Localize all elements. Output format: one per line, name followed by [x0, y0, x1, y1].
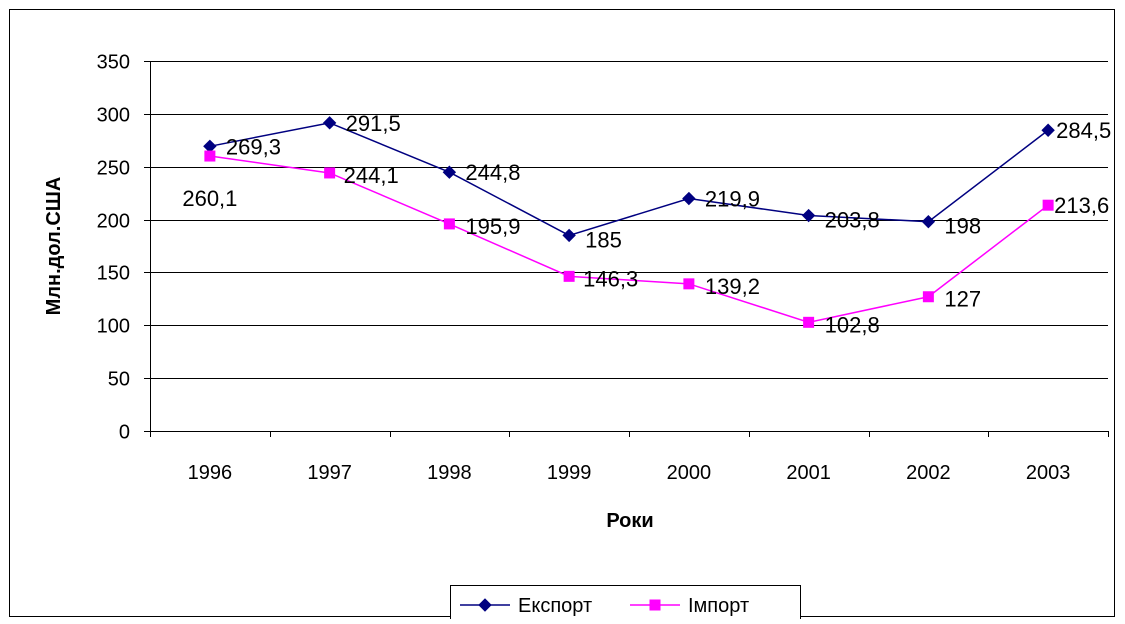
data-point [1041, 123, 1055, 137]
x-tick-label: 1999 [547, 462, 592, 484]
data-point [801, 208, 816, 223]
legend-label: Експорт [518, 595, 592, 617]
data-label: 219,9 [705, 187, 760, 212]
data-point [682, 191, 696, 206]
data-label: 244,1 [344, 163, 399, 188]
data-point [1042, 199, 1054, 211]
chart-border [9, 9, 1115, 617]
data-point [563, 270, 575, 282]
legend-marker [478, 598, 492, 612]
data-label: 146,3 [583, 266, 638, 291]
x-tick-label: 2001 [786, 462, 831, 484]
data-label: 213,6 [1054, 193, 1109, 218]
data-label: 139,2 [705, 274, 760, 299]
y-tick-label: 100 [97, 316, 130, 338]
x-tick-label: 1996 [188, 462, 233, 484]
x-axis-title: Роки [606, 510, 653, 532]
data-point [922, 291, 934, 303]
x-tick-label: 2003 [1026, 462, 1071, 484]
y-tick-label: 150 [97, 263, 130, 285]
data-label: 203,8 [825, 208, 880, 233]
legend-marker [649, 599, 661, 611]
x-tick-label: 1998 [427, 462, 472, 484]
data-label: 127 [944, 287, 981, 312]
series [203, 116, 1055, 328]
y-tick-label: 250 [97, 158, 130, 180]
legend-item: Імпорт [630, 595, 749, 617]
data-label: 185 [585, 227, 622, 252]
data-point [921, 214, 936, 229]
legend-item: Експорт [460, 595, 592, 617]
legend-label: Імпорт [688, 595, 749, 617]
series-line [209, 122, 1049, 237]
data-label: 291,5 [346, 111, 401, 136]
axes: 0 50 100 150 200 250 300 350 1996 1997 1998 1999 200… [97, 52, 1109, 484]
data-label: 284,5 [1056, 118, 1111, 143]
x-tick-label: 2002 [906, 462, 951, 484]
y-tick-label: 0 [119, 422, 130, 444]
data-point [683, 278, 695, 290]
data-point [324, 167, 336, 179]
data-label: 244,8 [465, 160, 520, 185]
series-Імпорт [204, 150, 1054, 328]
data-point [322, 116, 337, 130]
legend: Експорт Імпорт [450, 585, 801, 624]
data-point [442, 165, 457, 179]
grid-lines [150, 61, 1108, 379]
data-label: 102,8 [825, 312, 880, 337]
data-labels: 269,3 291,5 244,8 185 219,9 203,8 198 284,5 260,… [182, 111, 1111, 337]
data-label: 260,1 [182, 186, 237, 211]
data-label: 269,3 [226, 134, 281, 159]
series-Експорт [203, 116, 1055, 243]
y-tick-label: 50 [108, 369, 130, 391]
data-label: 195,9 [465, 214, 520, 239]
data-label: 198 [944, 214, 981, 239]
y-tick-label: 350 [97, 52, 130, 74]
data-point [803, 316, 815, 328]
x-tick-label: 1997 [307, 462, 352, 484]
series-line [209, 155, 1049, 324]
data-point [443, 218, 455, 230]
x-tick-label: 2000 [667, 462, 712, 484]
y-tick-label: 300 [97, 105, 130, 127]
data-point [562, 228, 576, 243]
y-axis-title: Млн.дол.США [43, 177, 65, 316]
y-tick-label: 200 [97, 211, 130, 233]
data-point [204, 150, 216, 162]
